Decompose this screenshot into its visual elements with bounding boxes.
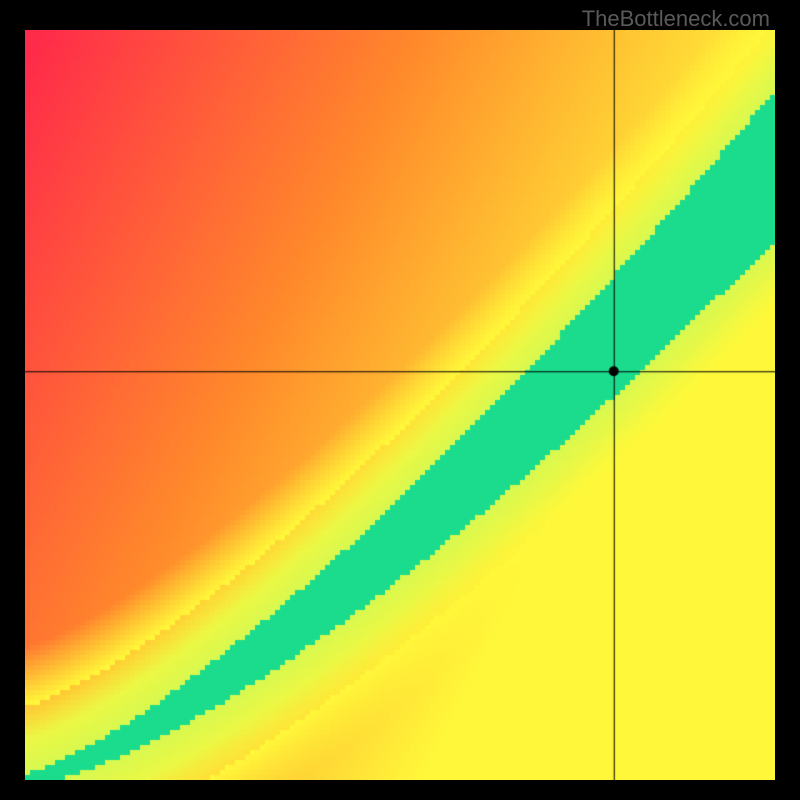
heatmap-plot (25, 30, 775, 780)
watermark-text: TheBottleneck.com (582, 6, 770, 32)
chart-container: TheBottleneck.com (0, 0, 800, 800)
heatmap-canvas (25, 30, 775, 780)
